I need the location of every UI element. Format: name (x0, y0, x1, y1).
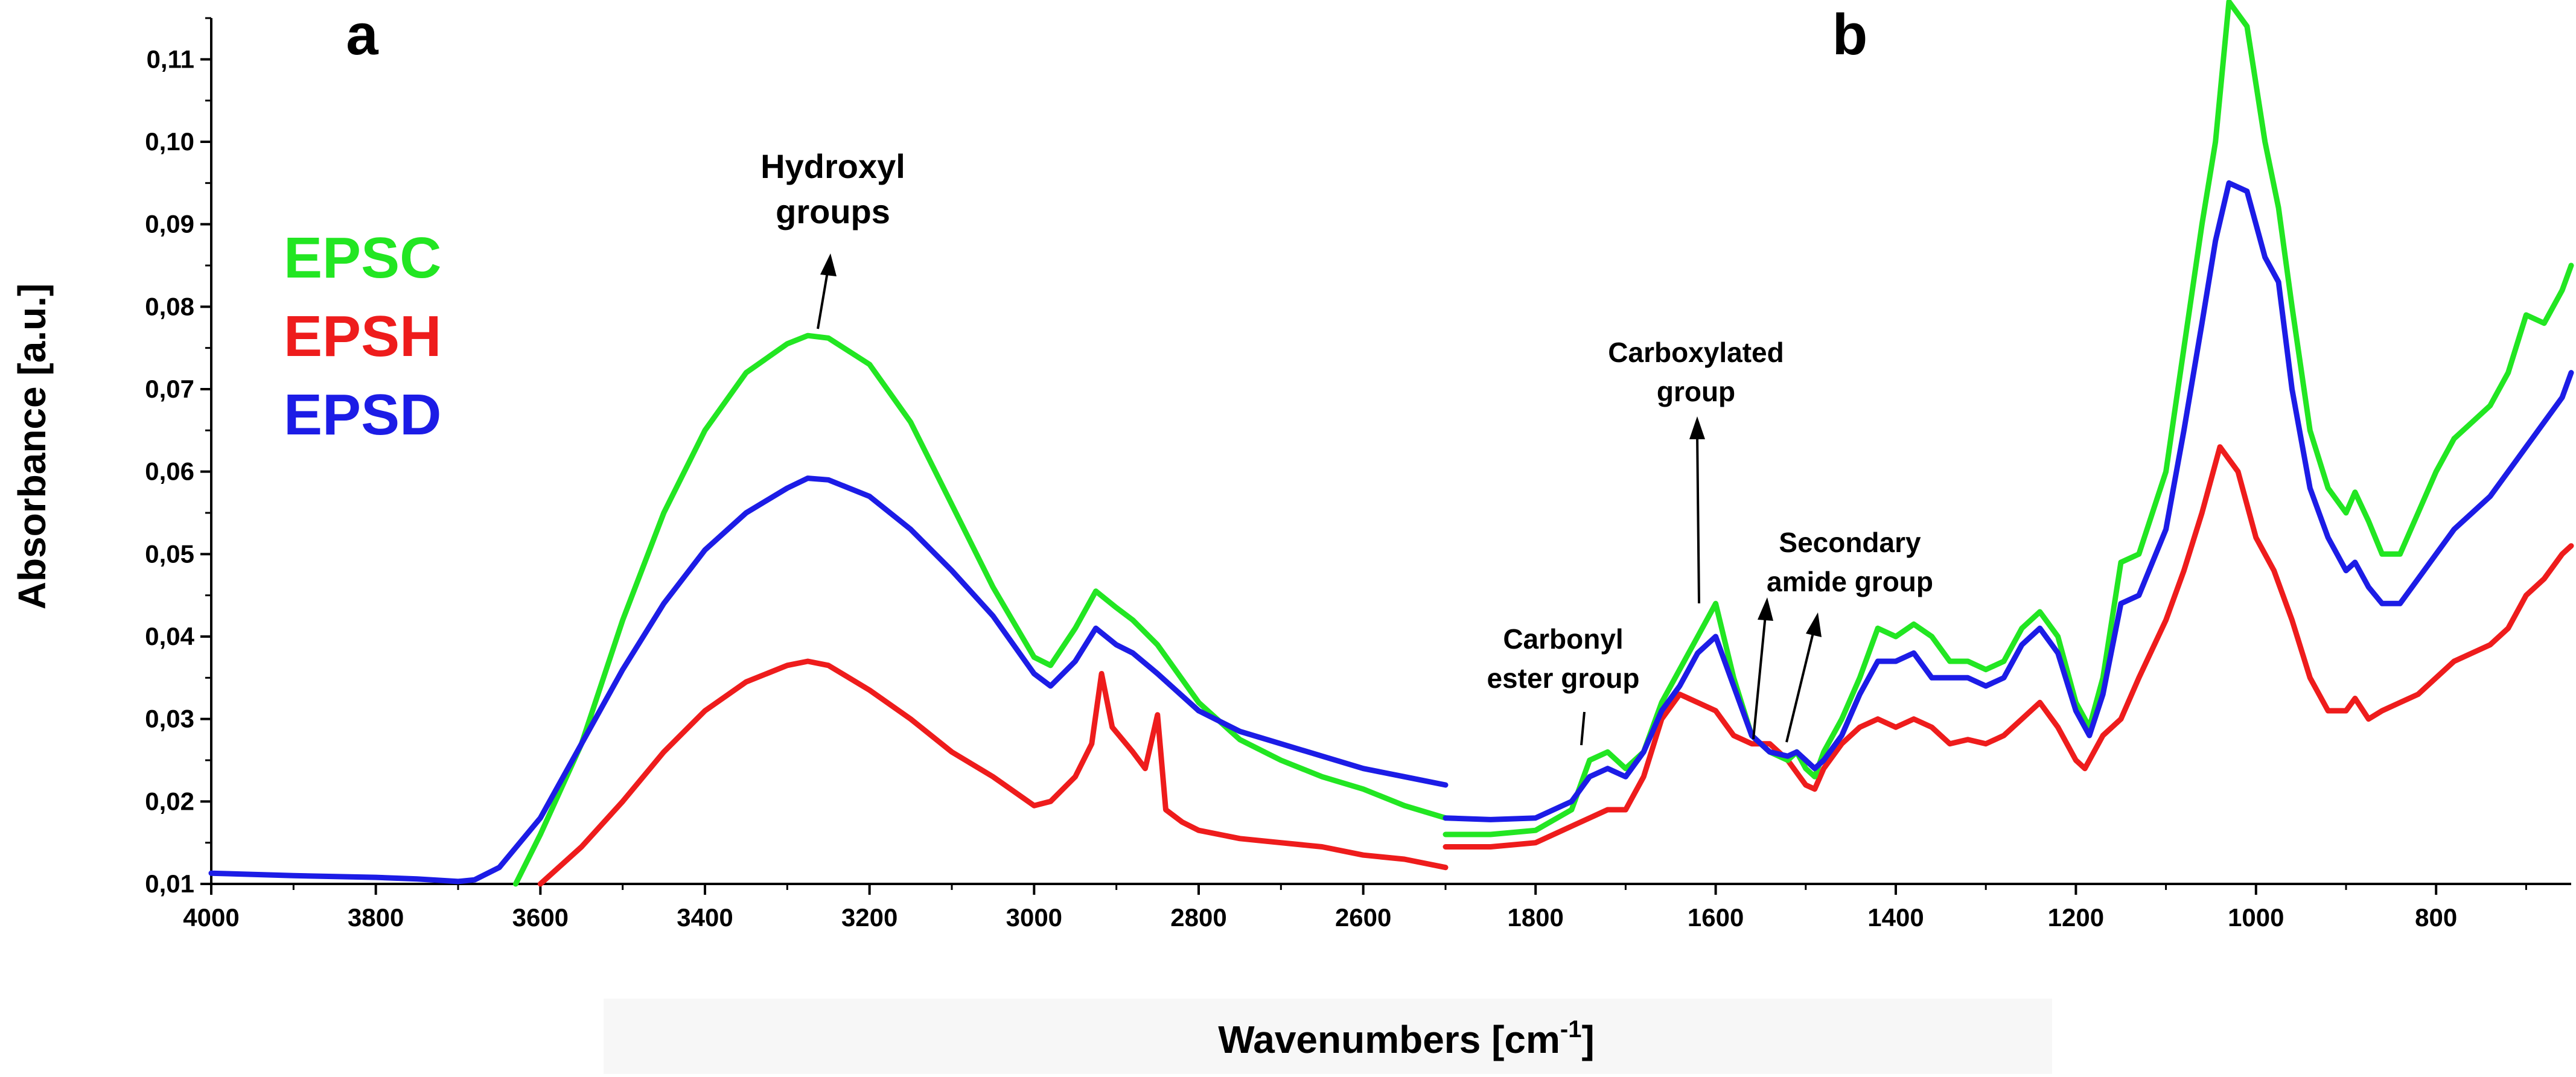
annotation-secondary-arrow-2 (1785, 630, 1815, 743)
panel-b-x-tick-label: 1200 (2048, 903, 2104, 932)
panel-a-y-tick-label: 0,01 (145, 869, 194, 898)
panel-a-y-tick-label: 0,03 (145, 705, 194, 733)
panel-a-x-tick-label: 3600 (512, 903, 569, 932)
panel-a-y-tick-label: 0,07 (145, 375, 194, 403)
annotation-hydroxyl-line2: groups (776, 192, 890, 230)
panel-a-x-tick-label: 2800 (1170, 903, 1226, 932)
panel-b-series-epsh (1443, 444, 2574, 850)
panel-b-x-tick-label: 1000 (2228, 903, 2284, 932)
panel-b-x-tick-label: 1600 (1688, 903, 1744, 932)
panel-a-y-tick-label: 0,11 (147, 45, 194, 73)
panel-a-y-tick-label: 0,08 (145, 292, 194, 320)
panel-a-y-tick-label: 0,02 (145, 787, 194, 815)
annotation-secondary-line2: amide group (1767, 566, 1933, 597)
x-axis-title-main: Wavenumbers [cm (1218, 1018, 1560, 1061)
annotation-carboxylated-line2: group (1657, 376, 1735, 407)
panel-a-series-epsc (512, 332, 1449, 887)
panel-a-y-tick-label: 0,06 (145, 457, 194, 486)
panel-b-ticks: 1800 1600 1400 1200 1000 800 (1444, 884, 2527, 932)
panel-b-letter: b (1832, 2, 1868, 67)
annotation-secondary-arrowhead-2 (1806, 612, 1822, 637)
panel-a-y-tick-label: 0,04 (145, 622, 194, 650)
panel-a-x-tick-label: 3000 (1006, 903, 1062, 932)
panel-a-x-tick-label: 3800 (348, 903, 404, 932)
panel-a: 4000 3800 3600 3400 3200 3000 2800 2600 0,01 0,02… (145, 2, 1449, 932)
panel-a-x-tick-label: 3200 (841, 903, 897, 932)
panel-a-x-tick-label: 3400 (677, 903, 733, 932)
annotation-carboxylated-arrowhead (1689, 416, 1705, 439)
annotation-secondary-arrowhead-1 (1758, 597, 1773, 621)
legend-epsd: EPSD (284, 383, 441, 447)
panel-b-x-tick-label: 1800 (1507, 903, 1563, 932)
annotation-secondary-arrow-1 (1752, 615, 1767, 740)
panel-a-series-epsd (208, 475, 1449, 885)
panel-b: 1800 1600 1400 1200 1000 800 b (1443, 0, 2574, 932)
panel-a-series (208, 332, 1449, 887)
panel-a-series-epsh (537, 658, 1449, 887)
x-axis-title-sup: -1 (1560, 1016, 1582, 1043)
panel-b-series-epsc (1443, 0, 2574, 837)
annotations: Hydroxyl groups Carboxylated group Secon… (760, 147, 1933, 746)
annotation-hydroxyl-line1: Hydroxyl (760, 147, 905, 185)
annotation-secondary-line1: Secondary (1779, 527, 1921, 558)
panel-a-y-tick-label: 0,10 (145, 127, 194, 156)
panel-a-letter: a (346, 2, 378, 67)
annotation-hydroxyl-arrow (817, 268, 829, 329)
panel-a-x-tick-label: 2600 (1335, 903, 1391, 932)
legend-epsc: EPSC (284, 226, 441, 290)
annotation-carbonyl-connector (1580, 711, 1586, 746)
panel-b-series (1443, 0, 2574, 850)
panel-b-x-tick-label: 1400 (1867, 903, 1924, 932)
panel-b-x-tick-label: 800 (2415, 903, 2457, 932)
panel-b-series-epsd (1443, 180, 2574, 822)
panel-a-y-tick-label: 0,05 (145, 539, 194, 568)
x-axis-title: Wavenumbers [cm-1] (1218, 1016, 1595, 1061)
panel-a-ticks: 4000 3800 3600 3400 3200 3000 2800 2600 0,01 0,02… (145, 17, 1447, 932)
panel-a-x-tick-label: 4000 (183, 903, 239, 932)
annotation-hydroxyl-arrowhead (820, 253, 837, 276)
annotation-carbonyl-line1: Carbonyl (1503, 623, 1623, 655)
annotation-carboxylated-line1: Carboxylated (1608, 337, 1784, 368)
xlabel-background (604, 999, 2052, 1074)
x-axis-title-end: ] (1581, 1018, 1594, 1061)
annotation-carbonyl-line2: ester group (1487, 662, 1639, 694)
legend-epsh: EPSH (284, 304, 441, 369)
annotation-carboxylated-arrow (1696, 434, 1700, 604)
y-axis-title: Absorbance [a.u.] (10, 284, 54, 610)
legend: EPSC EPSH EPSD (284, 226, 441, 447)
panel-a-y-tick-label: 0,09 (145, 210, 194, 238)
